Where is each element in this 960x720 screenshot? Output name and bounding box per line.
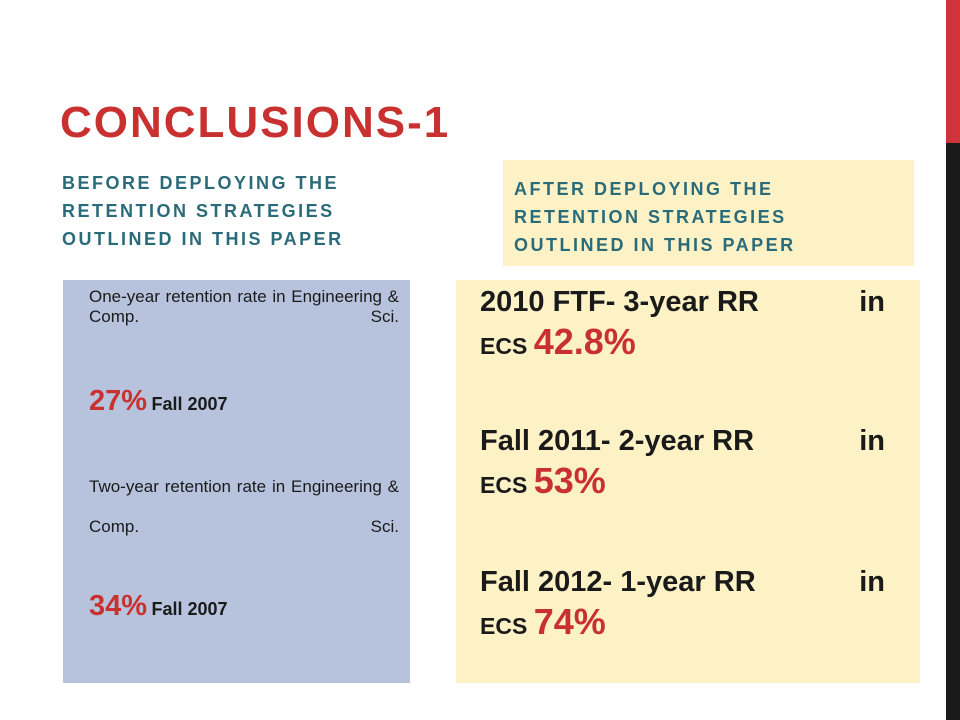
after-item-3: Fall 2012- 1-year RR in ECS 74% [480,564,885,648]
after-item-3-suffix: in [859,566,885,598]
after-item-1-ecs: ECS [480,333,528,359]
before-item1-term: Fall 2007 [151,394,228,414]
after-item-1-suffix: in [859,286,885,318]
after-item-2: Fall 2011- 2-year RR in ECS 53% [480,423,885,507]
after-panel [456,280,920,683]
after-item-3-pct: 74% [533,601,606,642]
after-item-1-label: 2010 FTF- 3-year RR [480,286,759,318]
before-item1-value: 27% [89,385,148,417]
before-item1-description: One-year retention rate in Engineering &… [89,287,399,326]
before-item2-value: 34% [89,590,148,622]
before-item2-description: Two-year retention rate in Engineering &… [89,477,399,536]
after-item-1: 2010 FTF- 3-year RR in ECS 42.8% [480,284,885,368]
after-item-3-ecs: ECS [480,613,528,639]
side-accent-bar-red [946,0,960,143]
before-heading: BEFORE DEPLOYING THE RETENTION STRATEGIE… [62,173,344,249]
after-heading: AFTER DEPLOYING THE RETENTION STRATEGIES… [514,179,796,255]
side-accent-bar-black [946,143,960,720]
before-item2-stat: 34% Fall 2007 [89,590,399,623]
after-item-2-label: Fall 2011- 2-year RR [480,425,755,457]
before-panel [63,280,410,683]
after-item-2-suffix: in [859,425,885,457]
before-item2-term: Fall 2007 [151,599,228,619]
after-item-2-pct: 53% [533,460,606,501]
after-item-2-ecs: ECS [480,472,528,498]
after-item-1-pct: 42.8% [533,321,636,362]
slide-title: CONCLUSIONS-1 [60,98,451,147]
after-item-3-label: Fall 2012- 1-year RR [480,566,756,598]
after-heading-box [503,160,914,266]
before-item1-stat: 27% Fall 2007 [89,385,399,418]
